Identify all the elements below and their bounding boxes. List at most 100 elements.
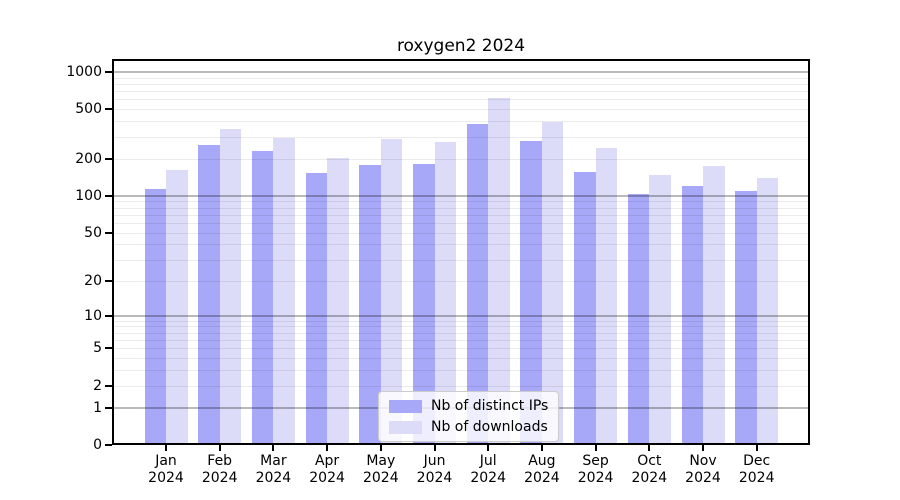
- x-tick-label-sep: Sep 2024: [577, 453, 614, 486]
- major-gridline: [112, 70, 810, 73]
- x-tick: [326, 445, 329, 451]
- y-tick: [105, 194, 112, 197]
- x-tick: [433, 445, 436, 451]
- x-tick: [272, 445, 275, 451]
- minor-gridline: [112, 77, 810, 79]
- bar-downloads-aug: [541, 122, 564, 445]
- x-tick: [487, 445, 490, 451]
- x-tick: [755, 445, 758, 451]
- y-tick: [105, 70, 112, 73]
- bar-downloads-jan: [166, 169, 188, 445]
- bar-distinct-ips-jul: [466, 123, 489, 445]
- minor-gridline: [112, 326, 810, 328]
- minor-gridline: [112, 348, 810, 350]
- bar-downloads-sep: [595, 147, 618, 445]
- x-tick-label-may: May 2024: [362, 453, 399, 486]
- legend-item-distinct-ips: Nb of distinct IPs: [389, 398, 548, 414]
- minor-gridline: [112, 332, 810, 334]
- legend-item-downloads: Nb of downloads: [389, 419, 548, 435]
- y-tick-label: 1: [93, 399, 102, 416]
- bar-downloads-nov: [703, 165, 725, 445]
- x-tick-label-jun: Jun 2024: [416, 453, 453, 486]
- y-tick: [105, 231, 112, 234]
- minor-gridline: [112, 320, 810, 322]
- bar-downloads-may: [380, 139, 403, 445]
- y-tick-label: 2: [93, 377, 102, 394]
- y-tick: [105, 444, 112, 446]
- bar-downloads-feb: [219, 129, 242, 445]
- x-tick-label-feb: Feb 2024: [201, 453, 238, 486]
- x-tick-label-jul: Jul 2024: [470, 453, 506, 486]
- chart-title: roxygen2 2024: [396, 36, 526, 56]
- bar-distinct-ips-apr: [305, 173, 328, 445]
- x-tick-label-jan: Jan 2024: [148, 453, 184, 486]
- minor-gridline: [112, 280, 810, 282]
- bar-distinct-ips-oct: [627, 194, 650, 445]
- x-tick-label-dec: Dec 2024: [738, 453, 775, 486]
- x-tick-label-nov: Nov 2024: [685, 453, 721, 486]
- legend-swatch-distinct-ips: [389, 399, 422, 413]
- bar-distinct-ips-dec: [735, 190, 757, 445]
- minor-gridline: [112, 385, 810, 387]
- y-tick-label: 50: [84, 224, 102, 241]
- bar-downloads-mar: [273, 137, 295, 445]
- y-tick-label: 20: [84, 272, 102, 289]
- minor-gridline: [112, 259, 810, 261]
- legend-label-distinct-ips: Nb of distinct IPs: [431, 398, 549, 414]
- x-tick: [648, 445, 651, 451]
- bar-distinct-ips-jun: [413, 163, 435, 445]
- bar-distinct-ips-sep: [574, 171, 596, 445]
- minor-gridline: [112, 121, 810, 123]
- bar-distinct-ips-aug: [520, 140, 542, 445]
- y-tick-label: 100: [75, 187, 102, 204]
- bar-distinct-ips-feb: [198, 145, 220, 445]
- y-tick-label: 1000: [66, 63, 102, 80]
- bar-distinct-ips-may: [359, 164, 381, 445]
- minor-gridline: [112, 339, 810, 341]
- minor-gridline: [112, 91, 810, 93]
- minor-gridline: [112, 207, 810, 209]
- bar-downloads-jun: [434, 142, 456, 445]
- y-tick: [105, 347, 112, 350]
- minor-gridline: [112, 244, 810, 246]
- bar-downloads-oct: [649, 175, 671, 445]
- bar-downloads-apr: [327, 158, 349, 445]
- minor-gridline: [112, 370, 810, 372]
- x-tick: [218, 445, 221, 451]
- minor-gridline: [112, 214, 810, 216]
- minor-gridline: [112, 109, 810, 111]
- minor-gridline: [112, 136, 810, 138]
- legend-swatch-downloads: [389, 420, 422, 434]
- y-tick: [105, 314, 112, 317]
- y-tick: [105, 157, 112, 160]
- minor-gridline: [112, 358, 810, 360]
- y-tick-label: 0: [93, 437, 102, 453]
- y-tick-label: 500: [75, 101, 102, 118]
- bar-downloads-jul: [488, 98, 510, 445]
- x-tick: [379, 445, 382, 451]
- x-tick-label-aug: Aug 2024: [524, 453, 560, 486]
- legend-label-downloads: Nb of downloads: [431, 419, 548, 435]
- x-tick-label-apr: Apr 2024: [309, 453, 345, 486]
- minor-gridline: [112, 223, 810, 224]
- bar-distinct-ips-jan: [144, 188, 166, 445]
- y-tick: [105, 279, 112, 282]
- bar-downloads-dec: [756, 178, 779, 445]
- y-tick: [105, 406, 112, 409]
- x-tick: [540, 445, 543, 451]
- bar-distinct-ips-mar: [251, 151, 274, 445]
- y-tick: [105, 384, 112, 387]
- minor-gridline: [112, 99, 810, 101]
- minor-gridline: [112, 201, 810, 203]
- y-tick: [105, 108, 112, 111]
- minor-gridline: [112, 232, 810, 234]
- x-tick-label-mar: Mar 2024: [255, 453, 292, 486]
- minor-gridline: [112, 158, 810, 160]
- major-gridline: [112, 314, 810, 317]
- x-tick: [594, 445, 597, 451]
- x-tick: [165, 445, 167, 451]
- y-tick-label: 200: [75, 150, 102, 167]
- y-tick-label: 10: [84, 307, 102, 324]
- x-tick-label-oct: Oct 2024: [631, 453, 668, 486]
